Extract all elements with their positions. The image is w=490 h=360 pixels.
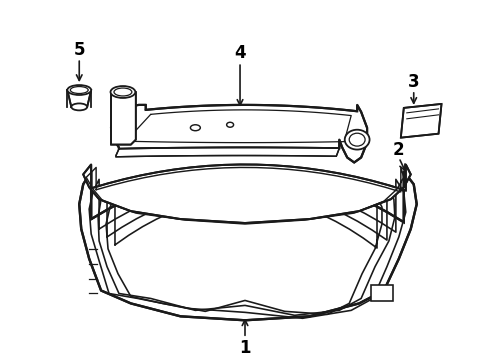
Polygon shape <box>67 90 91 107</box>
Text: 3: 3 <box>408 73 419 91</box>
Ellipse shape <box>114 88 132 96</box>
FancyBboxPatch shape <box>370 285 393 301</box>
Ellipse shape <box>67 85 91 95</box>
Ellipse shape <box>70 86 88 94</box>
Polygon shape <box>111 92 136 145</box>
Ellipse shape <box>349 133 365 146</box>
Ellipse shape <box>345 130 369 149</box>
Ellipse shape <box>191 125 200 131</box>
Ellipse shape <box>111 86 135 98</box>
Text: 5: 5 <box>74 41 85 59</box>
Polygon shape <box>83 165 411 223</box>
Text: 2: 2 <box>393 140 405 158</box>
Polygon shape <box>111 105 367 162</box>
Ellipse shape <box>72 103 87 111</box>
Polygon shape <box>79 171 416 320</box>
Polygon shape <box>116 148 339 157</box>
Polygon shape <box>401 104 441 138</box>
Text: 1: 1 <box>239 339 251 357</box>
Text: 4: 4 <box>234 44 246 62</box>
Ellipse shape <box>227 122 234 127</box>
